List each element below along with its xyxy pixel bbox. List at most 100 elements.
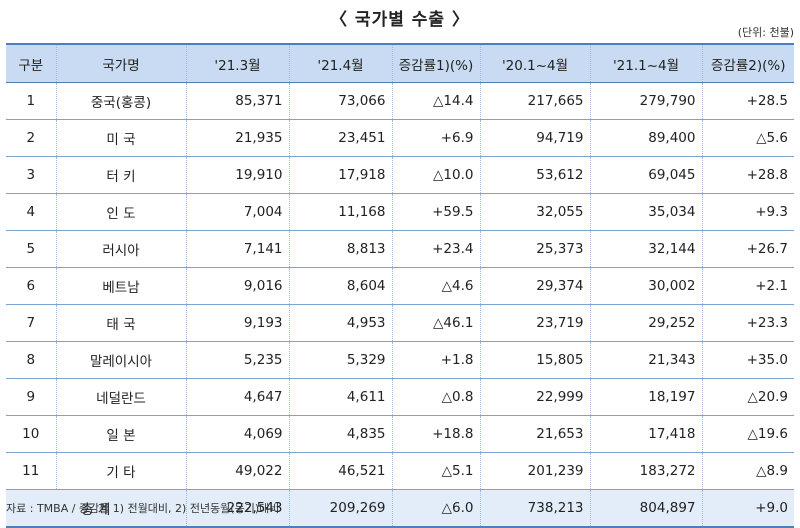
table-cell: 201,239 [479,452,590,490]
table-cell: 5,235 [185,341,289,379]
table-cell: 23,719 [479,304,590,342]
table-cell: △5.6 [701,119,794,157]
export-by-country-table: 구분 국가명 '21.3월 '21.4월 증감률1)(%) '20.1~4월 '21.1~4… [6,43,794,528]
table-cell: 35,034 [589,193,702,231]
column-header: 증감률1)(%) [391,43,480,83]
table-cell: 6 [6,267,56,305]
table-cell: △4.6 [391,267,480,305]
table-cell: 7,004 [185,193,289,231]
table-cell: 29,374 [479,267,590,305]
table-cell: △5.1 [391,452,480,490]
table-row: 1 중국(홍콩) 85,371 73,066 △14.4 217,665 279,790 +2… [6,82,794,120]
table-cell: 23,451 [288,119,392,157]
total-cell: 804,897 [589,489,702,528]
table-cell: 1 [6,82,56,120]
table-cell: 11,168 [288,193,392,231]
table-cell: 18,197 [589,378,702,416]
column-header: '21.1~4월 [589,43,702,83]
table-cell: 22,999 [479,378,590,416]
total-cell: 222,543 [185,489,289,528]
table-cell: 러시아 [55,230,186,268]
table-cell: +2.1 [701,267,794,305]
table-cell: 4 [6,193,56,231]
table-cell: 3 [6,156,56,194]
table-row: 10 일 본 4,069 4,835 +18.8 21,653 17,418 △19.6 [6,415,794,453]
table-cell: 7,141 [185,230,289,268]
table-cell: 85,371 [185,82,289,120]
table-cell: 9,016 [185,267,289,305]
table-cell: +26.7 [701,230,794,268]
table-cell: 29,252 [589,304,702,342]
column-header: '21.4월 [288,43,392,83]
table-cell: +28.5 [701,82,794,120]
total-cell: +9.0 [701,489,794,528]
table-cell: +6.9 [391,119,480,157]
table-cell: 8,813 [288,230,392,268]
table-cell: 태 국 [55,304,186,342]
table-cell: +28.8 [701,156,794,194]
table-cell: 일 본 [55,415,186,453]
table-cell: △19.6 [701,415,794,453]
header-row: 구분 국가명 '21.3월 '21.4월 증감률1)(%) '20.1~4월 '21.1~4… [6,43,794,83]
table-cell: 17,418 [589,415,702,453]
total-cell: 209,269 [288,489,392,528]
table-cell: 21,935 [185,119,289,157]
table-cell: 279,790 [589,82,702,120]
table-cell: 19,910 [185,156,289,194]
table-row: 8 말레이시아 5,235 5,329 +1.8 15,805 21,343 +35.0 [6,341,794,379]
table-cell: 말레이시아 [55,341,186,379]
table-cell: 4,647 [185,378,289,416]
table-cell: 69,045 [589,156,702,194]
table-cell: 94,719 [479,119,590,157]
table-cell: △46.1 [391,304,480,342]
table-cell: 53,612 [479,156,590,194]
table-cell: +23.4 [391,230,480,268]
table-cell: 인 도 [55,193,186,231]
table-cell: 25,373 [479,230,590,268]
table-cell: 183,272 [589,452,702,490]
table-cell: 32,144 [589,230,702,268]
column-header: '21.3월 [185,43,289,83]
table-cell: 5,329 [288,341,392,379]
table-cell: 46,521 [288,452,392,490]
total-cell: 738,213 [479,489,590,528]
table-row: 5 러시아 7,141 8,813 +23.4 25,373 32,144 +26.7 [6,230,794,268]
table-cell: 터 키 [55,156,186,194]
table-cell: 9 [6,378,56,416]
table-cell: +18.8 [391,415,480,453]
table-cell: 베트남 [55,267,186,305]
table-cell: +23.3 [701,304,794,342]
table-cell: +1.8 [391,341,480,379]
table-cell: 8,604 [288,267,392,305]
table-cell: △0.8 [391,378,480,416]
table-cell: 217,665 [479,82,590,120]
table-cell: 21,343 [589,341,702,379]
table-cell: △8.9 [701,452,794,490]
unit-note: (단위: 천불) [737,26,794,39]
table-cell: 5 [6,230,56,268]
table-cell: 11 [6,452,56,490]
table-row: 9 네덜란드 4,647 4,611 △0.8 22,999 18,197 △20.9 [6,378,794,416]
table-cell: 49,022 [185,452,289,490]
column-header: 국가명 [55,43,186,83]
table-cell: 2 [6,119,56,157]
table-cell: 4,069 [185,415,289,453]
table-cell: +9.3 [701,193,794,231]
table-cell: 중국(홍콩) [55,82,186,120]
table-cell: 8 [6,341,56,379]
table-cell: △10.0 [391,156,480,194]
table-cell: 15,805 [479,341,590,379]
table-cell: 30,002 [589,267,702,305]
column-header: 증감률2)(%) [701,43,794,83]
table-cell: 89,400 [589,119,702,157]
column-header: 구분 [6,43,56,83]
table-cell: 73,066 [288,82,392,120]
table-cell: 7 [6,304,56,342]
table-cell: 네덜란드 [55,378,186,416]
table-cell: 4,953 [288,304,392,342]
table-cell: △20.9 [701,378,794,416]
table-cell: 17,918 [288,156,392,194]
table-cell: 10 [6,415,56,453]
table-cell: 32,055 [479,193,590,231]
